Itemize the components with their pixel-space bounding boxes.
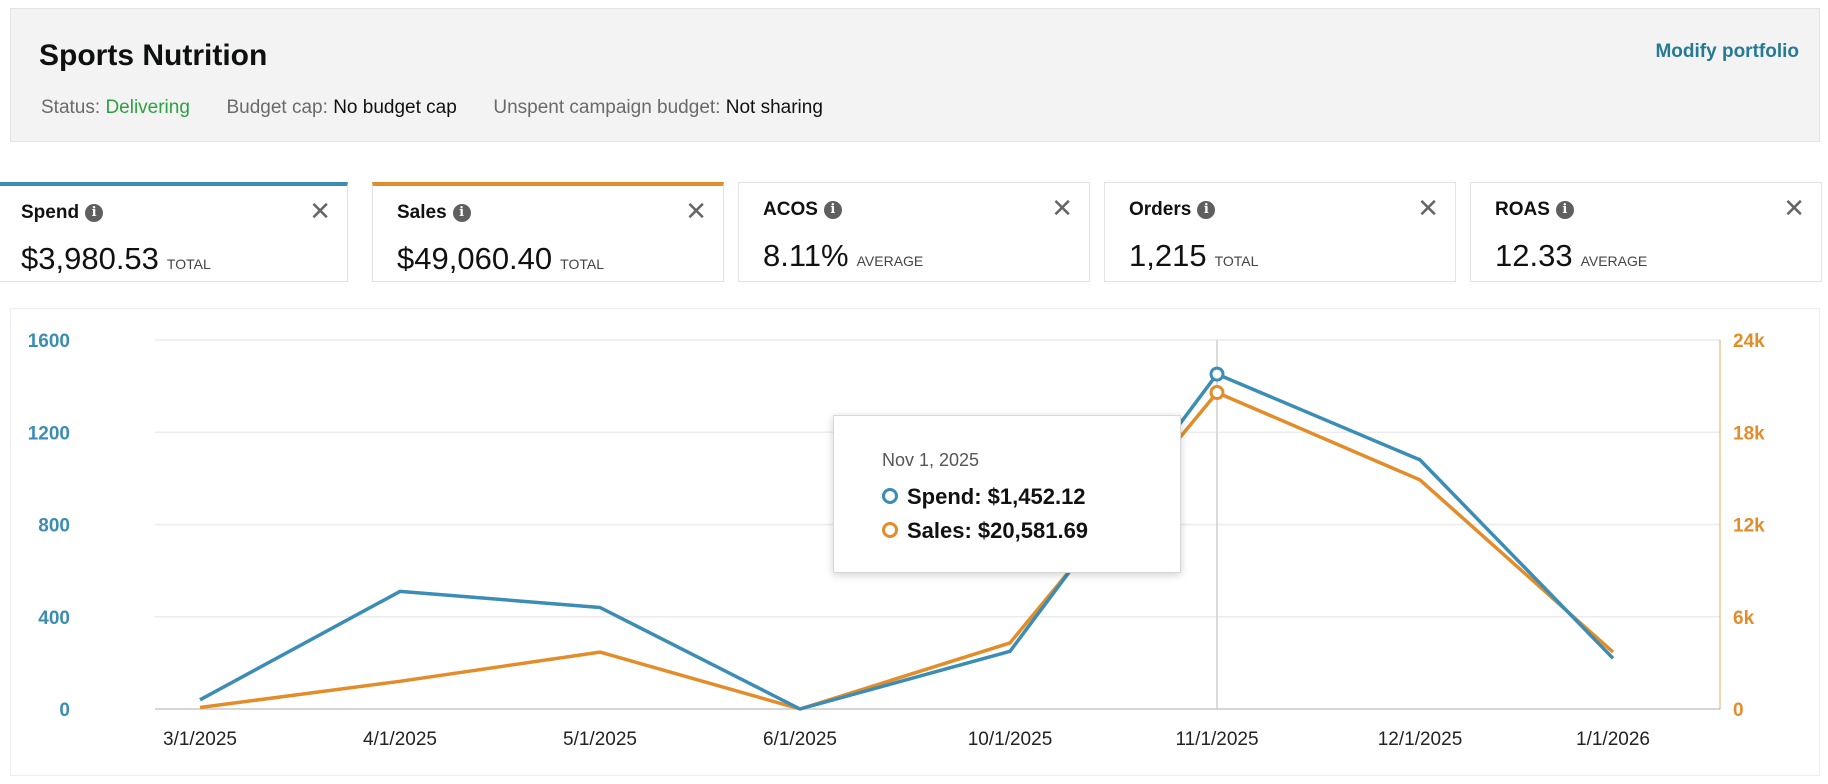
metric-card-roas[interactable]: ROAS i ✕ 12.33 AVERAGE [1470,182,1822,282]
tooltip-spend: Spend: $1,452.12 [907,484,1086,509]
tooltip-date: Nov 1, 2025 [882,450,980,470]
close-icon[interactable]: ✕ [1417,193,1439,223]
y-left-tick-label: 400 [38,608,70,629]
modify-portfolio-link[interactable]: Modify portfolio [1655,41,1799,62]
metric-card-spend[interactable]: Spend i ✕ $3,980.53 TOTAL [0,182,348,282]
unspent-budget-label: Unspent campaign budget: [493,97,721,118]
info-icon[interactable]: i [1197,200,1216,219]
x-tick-label: 11/1/2025 [1175,729,1258,750]
metric-name: Spend [21,202,80,223]
x-tick-label: 6/1/2025 [763,729,837,750]
x-tick-label: 5/1/2025 [563,729,637,750]
chart-tooltip: Nov 1, 2025 Spend: $1,452.12 Sales: $20,… [833,415,1181,573]
info-icon[interactable]: i [452,203,471,222]
metric-unit: TOTAL [166,256,211,272]
spend-series-line [199,372,1615,711]
portfolio-title: Sports Nutrition [39,39,268,72]
y-right-tick-label: 24k [1733,331,1765,352]
y-right-tick-label: 18k [1733,423,1765,444]
sales-series-line [199,390,1615,711]
metric-value: $3,980.53 [21,241,159,276]
x-tick-label: 3/1/2025 [163,729,237,750]
tooltip-sales: Sales: $20,581.69 [907,518,1089,543]
unspent-budget-value: Not sharing [725,97,823,118]
close-icon[interactable]: ✕ [1783,193,1805,223]
budget-cap-value: No budget cap [333,97,457,118]
budget-cap-label: Budget cap: [226,97,328,118]
metric-value: 12.33 [1495,238,1573,273]
status-value: Delivering [105,97,190,118]
y-right-tick-label: 6k [1733,608,1755,629]
info-icon[interactable]: i [1555,200,1574,219]
y-right-tick-label: 0 [1733,700,1744,721]
tooltip-sales-row: Sales: $20,581.69 [882,518,1088,544]
metric-value: 1,215 [1129,238,1207,273]
y-left-tick-label: 1200 [28,423,70,444]
portfolio-status-row: Status: Delivering Budget cap: No budget… [41,97,823,119]
metric-unit: AVERAGE [856,253,924,269]
metric-card-acos[interactable]: ACOS i ✕ 8.11% AVERAGE [738,182,1090,282]
metric-card-orders[interactable]: Orders i ✕ 1,215 TOTAL [1104,182,1456,282]
sales-point-marker [1209,385,1225,401]
metric-name: Sales [397,202,447,223]
info-icon[interactable]: i [823,200,842,219]
y-right-tick-label: 12k [1733,516,1765,537]
close-icon[interactable]: ✕ [1051,193,1073,223]
spend-marker-icon [882,488,898,505]
metric-name: Orders [1129,199,1192,220]
metric-unit: AVERAGE [1580,253,1648,269]
close-icon[interactable]: ✕ [309,196,331,226]
y-left-tick-label: 0 [59,700,70,721]
status-label: Status: [41,97,101,118]
sales-marker-icon [882,522,898,539]
metric-name: ACOS [763,199,818,220]
metric-name: ROAS [1495,199,1550,220]
metric-value: $49,060.40 [397,241,553,276]
info-icon[interactable]: i [85,203,104,222]
metric-unit: TOTAL [1214,253,1259,269]
tooltip-spend-row: Spend: $1,452.12 [882,484,1086,510]
x-tick-label: 1/1/2026 [1576,729,1650,750]
x-tick-label: 4/1/2025 [363,729,437,750]
metric-card-sales[interactable]: Sales i ✕ $49,060.40 TOTAL [372,182,724,282]
y-left-tick-label: 800 [38,516,70,537]
portfolio-header: Sports Nutrition Modify portfolio Status… [10,8,1820,142]
close-icon[interactable]: ✕ [685,196,707,226]
y-left-tick-label: 1600 [28,331,70,352]
x-tick-label: 12/1/2025 [1378,729,1463,750]
spend-point-marker [1209,366,1225,382]
metric-unit: TOTAL [560,256,604,272]
metric-value: 8.11% [763,238,849,273]
x-tick-label: 10/1/2025 [968,729,1053,750]
